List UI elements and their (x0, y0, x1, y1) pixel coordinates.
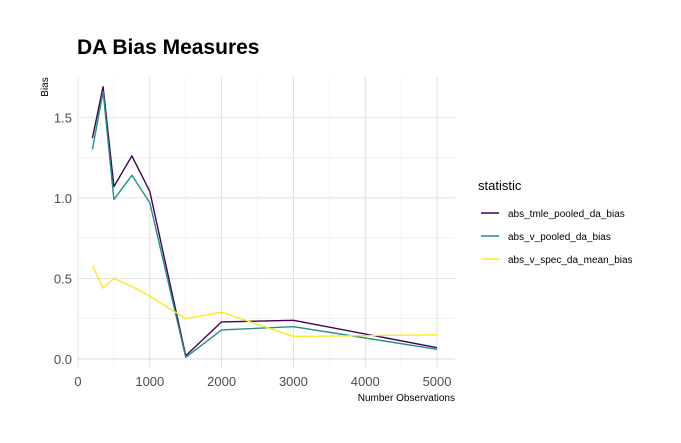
grid (77, 77, 455, 367)
series-line-abs_v_spec_da_mean_bias (91, 265, 438, 338)
legend-label-abs_v_spec_da_mean_bias: abs_v_spec_da_mean_bias (508, 255, 633, 266)
x-tick-label: 5000 (423, 374, 452, 389)
x-tick-label: 3000 (279, 374, 308, 389)
series-lines (91, 85, 438, 358)
y-tick-label: 1.5 (54, 110, 72, 125)
tick-labels: 0 1000 2000 3000 4000 5000 0.0 0.5 1.0 1.5 (54, 110, 452, 389)
x-tick-label: 2000 (207, 374, 236, 389)
series-line-abs_tmle_pooled_da_bias (91, 85, 438, 357)
y-axis-title: Bias (40, 77, 51, 96)
legend-label-abs_v_pooled_da_bias: abs_v_pooled_da_bias (508, 232, 611, 243)
legend-label-abs_tmle_pooled_da_bias: abs_tmle_pooled_da_bias (508, 209, 625, 220)
legend-title: statistic (478, 178, 522, 193)
y-tick-label: 1.0 (54, 191, 72, 206)
x-tick-label: 0 (74, 374, 81, 389)
series-line-abs_v_pooled_da_bias (91, 90, 438, 358)
y-tick-label: 0.0 (54, 352, 72, 367)
x-axis-title: Number Observations (358, 393, 455, 404)
chart-title: DA Bias Measures (77, 36, 260, 59)
x-tick-label: 4000 (351, 374, 380, 389)
legend: statistic abs_tmle_pooled_da_bias abs_v_p… (478, 178, 633, 266)
y-tick-label: 0.5 (54, 271, 72, 286)
x-tick-label: 1000 (135, 374, 164, 389)
